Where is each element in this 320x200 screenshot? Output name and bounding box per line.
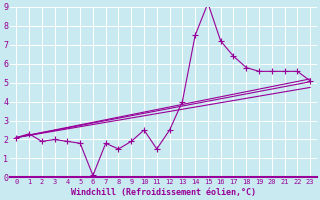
X-axis label: Windchill (Refroidissement éolien,°C): Windchill (Refroidissement éolien,°C) [71, 188, 256, 197]
